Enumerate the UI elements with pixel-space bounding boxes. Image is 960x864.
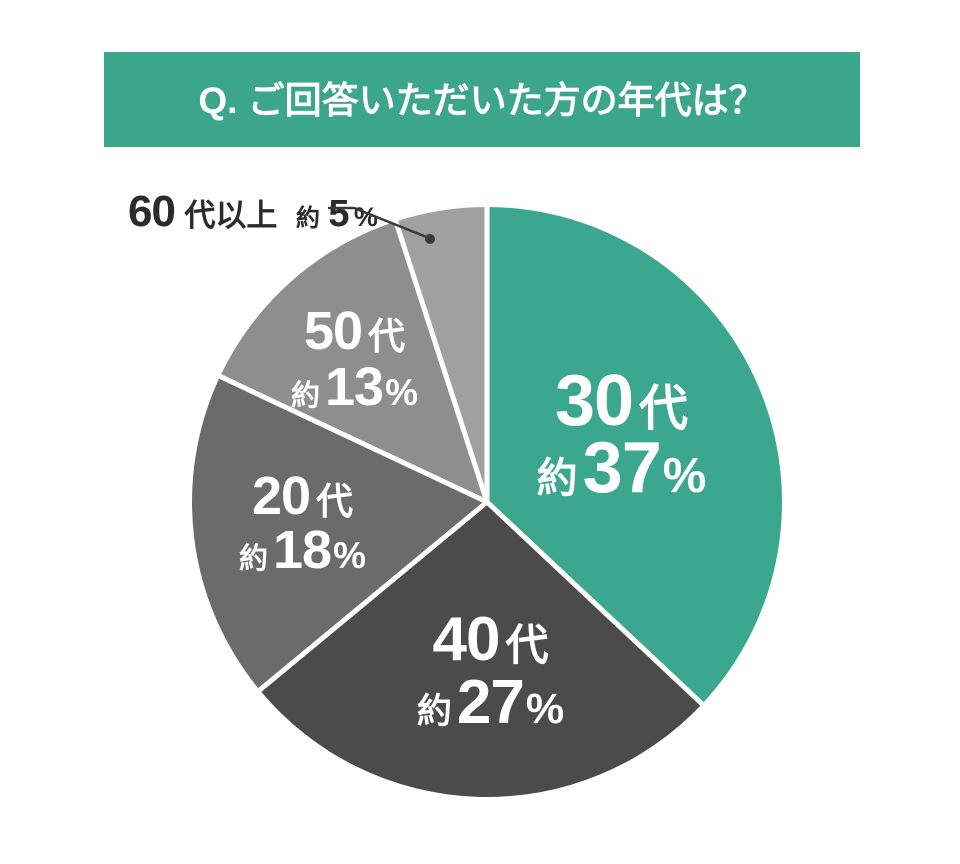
question-banner: [104, 52, 860, 147]
slice-50s: [220, 221, 487, 502]
slice-30s: [487, 207, 782, 704]
percent-approx: 約: [417, 692, 451, 731]
slice-50s-label: 50 代: [304, 301, 405, 361]
slice-separator: [393, 220, 490, 503]
slice-40s-label: 40 代: [433, 605, 549, 674]
percent-unit: %: [526, 685, 564, 733]
callout-percent: 5: [328, 193, 349, 235]
label-unit: 代: [504, 622, 548, 670]
slice-40s: [259, 502, 703, 797]
slice-separator: [219, 374, 489, 505]
percent-approx: 約: [239, 541, 267, 575]
percent-number: 27: [457, 668, 524, 737]
slice-30s-percent: 約37%: [537, 428, 706, 508]
percent-number: 37: [583, 428, 661, 508]
slice-20s-percent: 約 18%: [239, 520, 365, 580]
slice-20s: [192, 376, 488, 691]
label-number: 50: [304, 301, 362, 361]
percent-number: 18: [273, 520, 331, 580]
slice-20s-label: 20 代: [252, 466, 353, 526]
label-unit: 代: [315, 481, 353, 522]
slice-50s-percent: 約 13%: [291, 357, 417, 417]
label-number: 40: [433, 605, 500, 674]
percent-unit: %: [663, 449, 706, 503]
slice-40s-percent: 約27%: [417, 668, 564, 737]
callout-leader-line: [328, 206, 430, 240]
callout-num: 60: [128, 187, 175, 236]
callout-unit: 代以上: [183, 198, 277, 233]
percent-number: 13: [325, 357, 383, 417]
percent-approx: 約: [537, 455, 577, 501]
question-title: Q. ご回答いただいた方の年代は？: [198, 80, 765, 121]
percent-unit: %: [333, 535, 365, 576]
callout-60s-label: 60 代以上 約 5 %: [128, 187, 378, 236]
slice-separator: [485, 500, 704, 706]
callout-dot: [425, 234, 435, 244]
callout-approx: 約: [296, 204, 320, 232]
percent-approx: 約: [291, 378, 319, 412]
label-unit: 代: [638, 382, 688, 436]
slice-separator: [258, 500, 489, 692]
label-number: 30: [555, 361, 633, 441]
percent-unit: %: [385, 372, 417, 413]
slice-30s-label: 30 代: [555, 361, 688, 441]
label-number: 20: [252, 466, 310, 526]
label-unit: 代: [367, 316, 405, 357]
